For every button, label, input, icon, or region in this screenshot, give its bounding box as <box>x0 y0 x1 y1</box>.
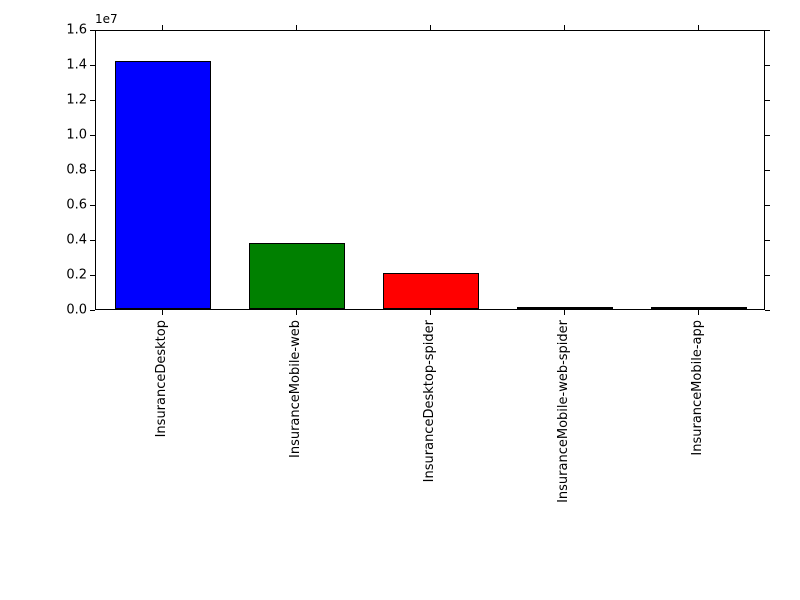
bar <box>517 307 613 309</box>
xtick-mark <box>564 25 565 30</box>
xtick-mark <box>430 310 431 315</box>
ytick-label: 1.0 <box>47 128 87 143</box>
xtick-mark <box>430 25 431 30</box>
xtick-mark <box>564 310 565 315</box>
ytick-mark <box>765 135 770 136</box>
xtick-mark <box>162 25 163 30</box>
xtick-label: InsuranceMobile-web-spider <box>556 320 571 503</box>
xtick-label: InsuranceDesktop <box>154 320 169 437</box>
ytick-mark <box>90 310 95 311</box>
ytick-mark <box>765 275 770 276</box>
ytick-label: 1.6 <box>47 23 87 38</box>
xtick-mark <box>698 25 699 30</box>
ytick-mark <box>90 30 95 31</box>
bar <box>249 243 345 309</box>
y-exponent-label: 1e7 <box>95 12 118 26</box>
ytick-label: 0.6 <box>47 198 87 213</box>
bar <box>115 61 211 310</box>
ytick-mark <box>90 135 95 136</box>
ytick-label: 0.4 <box>47 233 87 248</box>
xtick-mark <box>698 310 699 315</box>
ytick-label: 0.8 <box>47 163 87 178</box>
ytick-label: 1.2 <box>47 93 87 108</box>
ytick-mark <box>765 170 770 171</box>
ytick-label: 0.2 <box>47 268 87 283</box>
ytick-mark <box>90 65 95 66</box>
ytick-mark <box>765 205 770 206</box>
bar <box>651 307 747 309</box>
bar-chart: 1e7 0.0 0.2 0.4 0.6 0.8 1.0 1.2 1.4 1.6 Insurance… <box>0 0 800 600</box>
ytick-mark <box>765 100 770 101</box>
plot-area <box>95 30 765 310</box>
bar <box>383 273 479 309</box>
ytick-mark <box>90 170 95 171</box>
ytick-mark <box>765 240 770 241</box>
ytick-label: 1.4 <box>47 58 87 73</box>
ytick-mark <box>90 100 95 101</box>
ytick-mark <box>90 240 95 241</box>
ytick-mark <box>765 310 770 311</box>
ytick-mark <box>765 65 770 66</box>
ytick-mark <box>90 205 95 206</box>
ytick-label: 0.0 <box>47 303 87 318</box>
xtick-label: InsuranceDesktop-spider <box>422 320 437 482</box>
ytick-mark <box>765 30 770 31</box>
ytick-mark <box>90 275 95 276</box>
xtick-mark <box>162 310 163 315</box>
xtick-mark <box>296 310 297 315</box>
xtick-label: InsuranceMobile-web <box>288 320 303 458</box>
xtick-mark <box>296 25 297 30</box>
xtick-label: InsuranceMobile-app <box>690 320 705 456</box>
